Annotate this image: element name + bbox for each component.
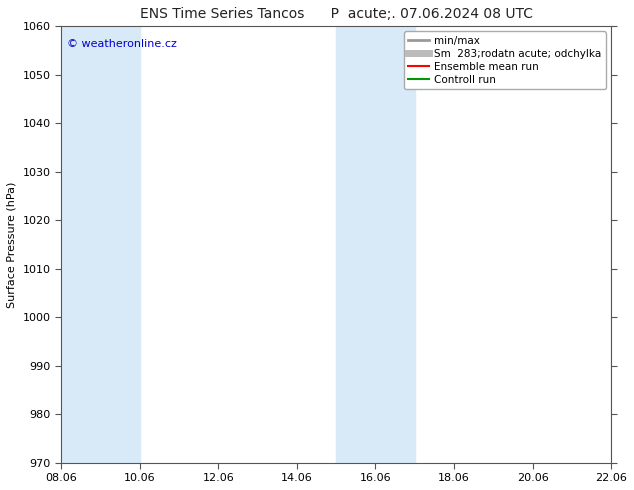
Text: © weatheronline.cz: © weatheronline.cz [67,39,176,49]
Bar [611,26,631,463]
Legend: min/max, Sm  283;rodatn acute; odchylka, Ensemble mean run, Controll run: min/max, Sm 283;rodatn acute; odchylka, … [404,31,606,89]
Bar [61,26,139,463]
Y-axis label: Surface Pressure (hPa): Surface Pressure (hPa) [7,181,17,308]
Title: ENS Time Series Tancos      P  acute;. 07.06.2024 08 UTC: ENS Time Series Tancos P acute;. 07.06.2… [139,7,533,21]
Bar [336,26,415,463]
